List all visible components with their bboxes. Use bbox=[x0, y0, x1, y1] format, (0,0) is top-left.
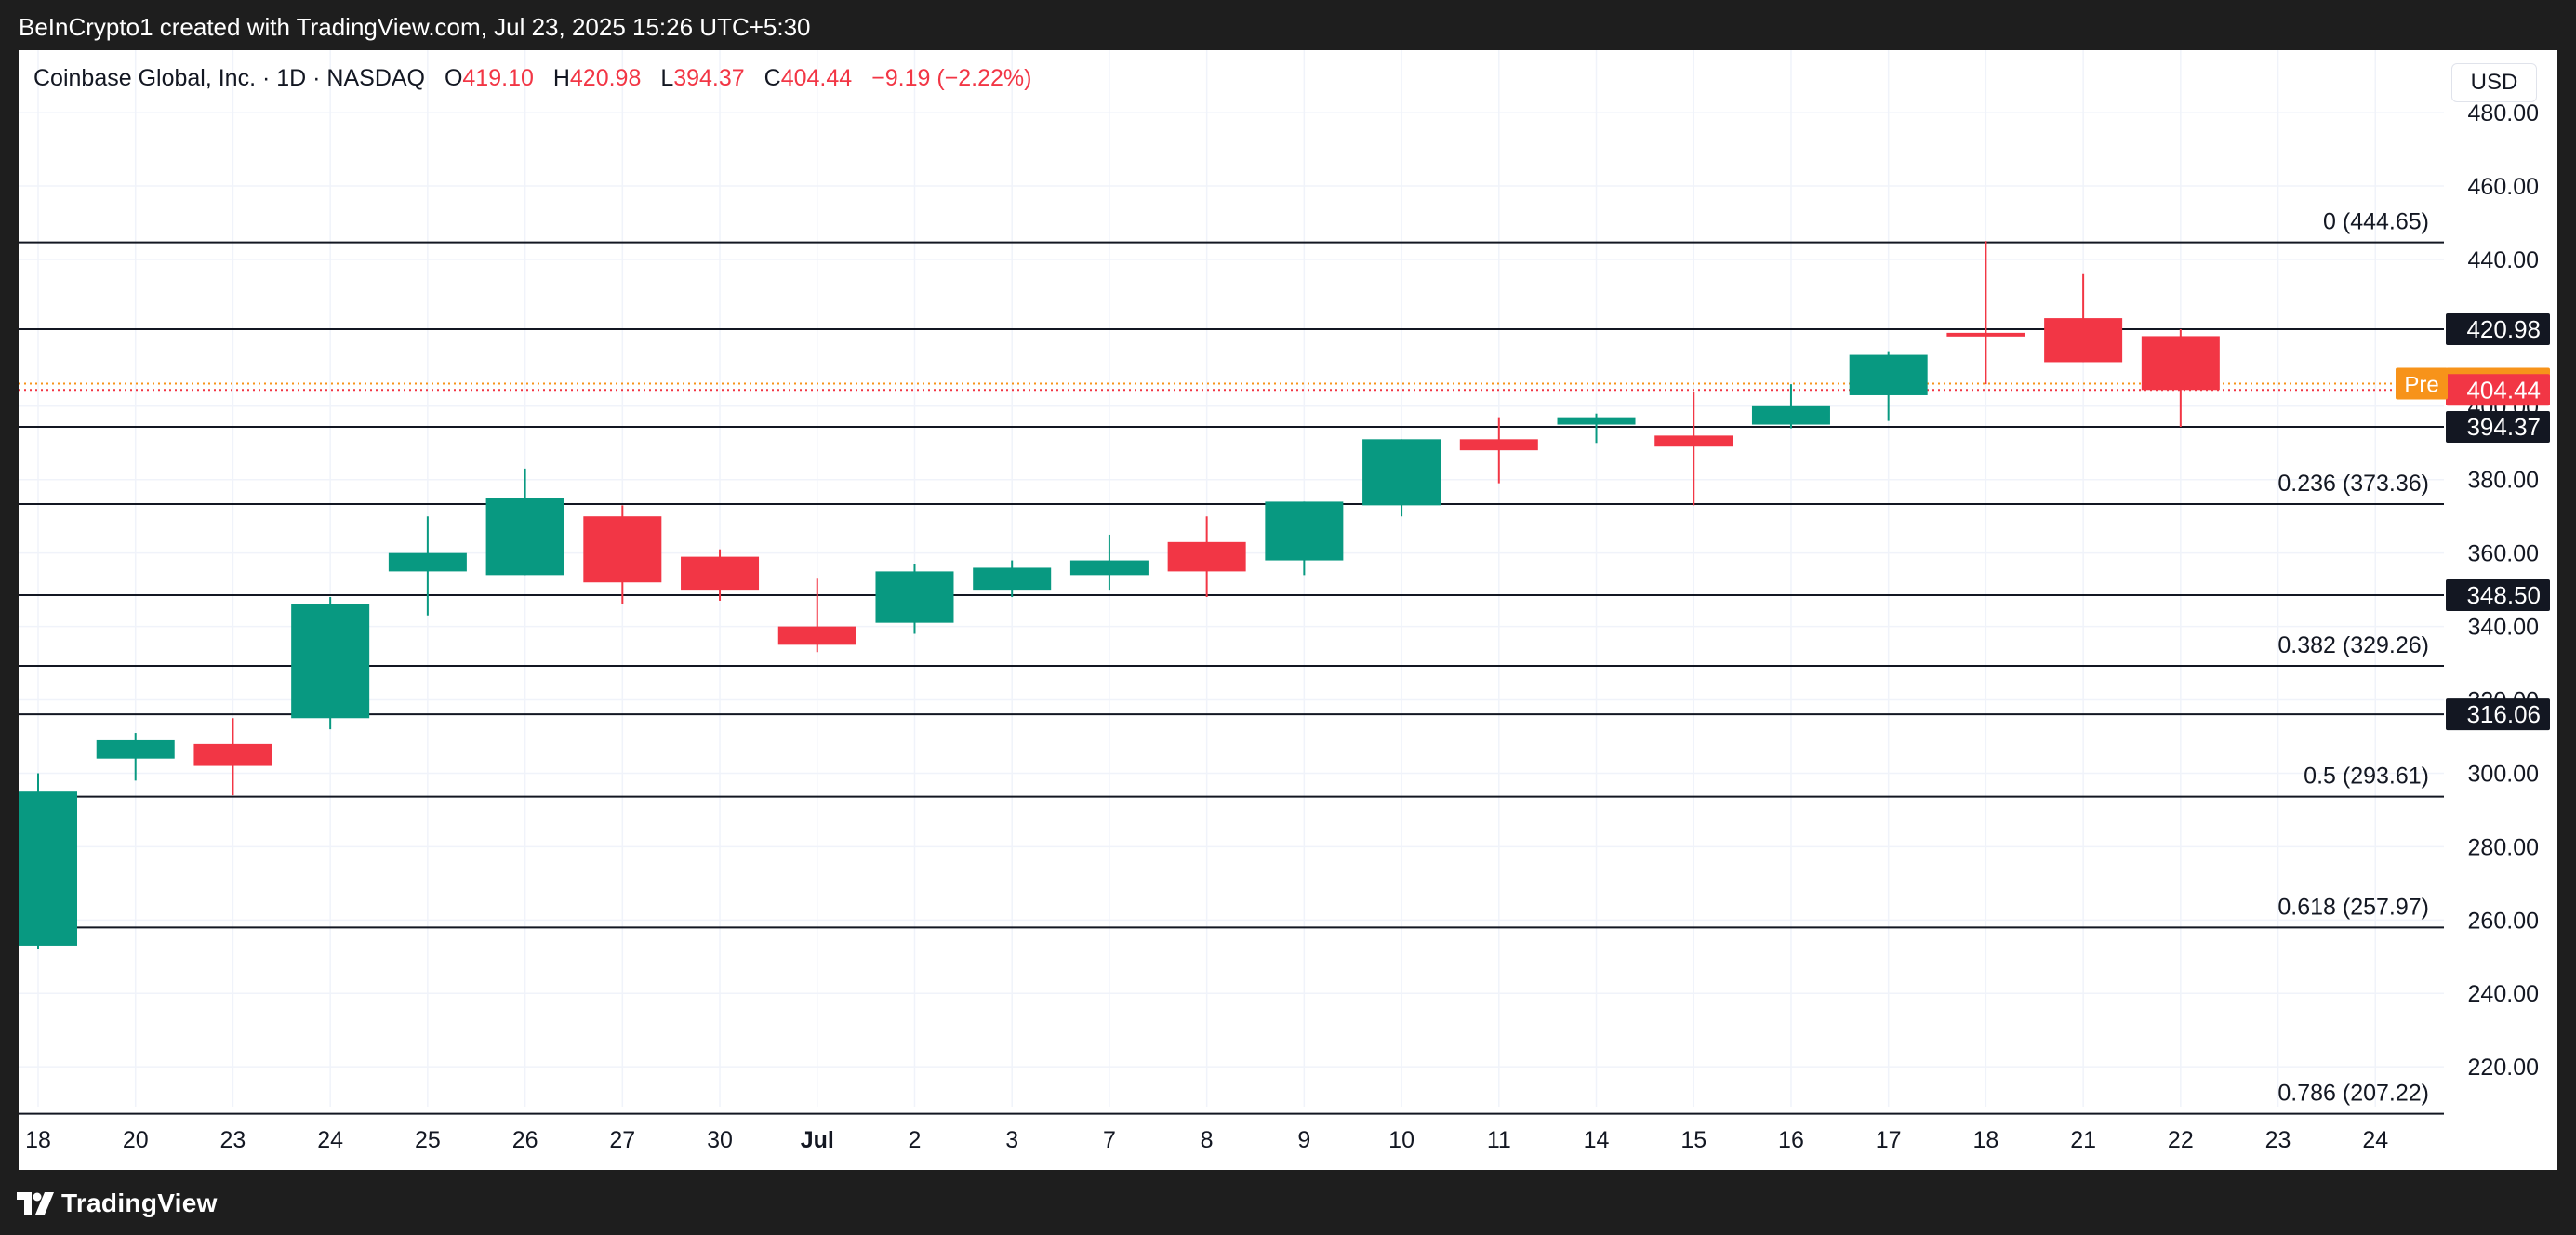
candle-body bbox=[1946, 332, 2025, 337]
x-tick-label: 27 bbox=[609, 1127, 635, 1153]
x-tick-label: 20 bbox=[123, 1127, 149, 1153]
candle-body bbox=[1557, 417, 1636, 425]
footer-bar: TradingView bbox=[0, 1170, 2576, 1235]
last-price-tag: 404.44 bbox=[2466, 376, 2541, 404]
last-price-tag-bg bbox=[2446, 374, 2550, 406]
level-price-tag-bg bbox=[2446, 698, 2550, 731]
y-tick-label: 440.00 bbox=[2468, 247, 2539, 273]
x-tick-label: 24 bbox=[317, 1127, 343, 1153]
high-label: H bbox=[552, 65, 570, 91]
attribution-text: BeInCrypto1 created with TradingView.com… bbox=[19, 13, 811, 41]
candle-body bbox=[485, 498, 564, 576]
candle-body bbox=[388, 552, 467, 572]
level-price-tag-bg bbox=[2446, 411, 2550, 444]
close-label: C bbox=[764, 65, 781, 91]
open-value: 419.10 bbox=[462, 65, 534, 91]
x-tick-label: 24 bbox=[2362, 1127, 2388, 1153]
candle-body bbox=[1751, 405, 1830, 425]
x-tick-label: 9 bbox=[1297, 1127, 1310, 1153]
x-tick-label: 16 bbox=[1778, 1127, 1804, 1153]
price-chart[interactable]: 0 (444.65) 0.236 (373.36) 0.382 (329.26) 0.… bbox=[19, 50, 2557, 1170]
candle-body bbox=[19, 791, 77, 946]
open-label: O bbox=[444, 65, 463, 91]
fib-label: 0.5 (293.61) bbox=[2304, 764, 2429, 790]
candle-body bbox=[2141, 336, 2220, 391]
x-tick-label: 3 bbox=[1005, 1127, 1018, 1153]
x-tick-label: 30 bbox=[707, 1127, 733, 1153]
candle-body bbox=[291, 604, 370, 719]
candle-body bbox=[2044, 318, 2123, 363]
x-tick-label: 11 bbox=[1487, 1127, 1511, 1153]
x-tick-label: 18 bbox=[1972, 1127, 1998, 1153]
y-tick-label: 340.00 bbox=[2468, 615, 2539, 641]
attribution-bar: BeInCrypto1 created with TradingView.com… bbox=[0, 0, 2576, 50]
chart-frame[interactable]: 0 (444.65) 0.236 (373.36) 0.382 (329.26) 0.… bbox=[19, 50, 2557, 1170]
low-label: L bbox=[660, 65, 674, 91]
x-tick-label: 25 bbox=[415, 1127, 441, 1153]
x-tick-label: 23 bbox=[2265, 1127, 2291, 1153]
y-tick-label: 380.00 bbox=[2468, 468, 2539, 494]
y-tick-label: 480.00 bbox=[2468, 100, 2539, 126]
x-tick-label: 21 bbox=[2070, 1127, 2096, 1153]
change-value: −9.19 (−2.22%) bbox=[871, 65, 1032, 91]
y-tick-label: 360.00 bbox=[2468, 541, 2539, 567]
candle-body bbox=[1654, 435, 1733, 447]
candle-body bbox=[1459, 439, 1538, 451]
x-tick-label: 23 bbox=[220, 1127, 246, 1153]
candle-body bbox=[1265, 501, 1344, 561]
currency-button[interactable]: USD bbox=[2451, 63, 2537, 102]
x-tick-label: Jul bbox=[801, 1127, 834, 1153]
x-tick-label: 26 bbox=[512, 1127, 538, 1153]
fib-label: 0.236 (373.36) bbox=[2277, 471, 2429, 497]
x-tick-label: 22 bbox=[2168, 1127, 2194, 1153]
x-tick-label: 17 bbox=[1876, 1127, 1902, 1153]
y-tick-label: 240.00 bbox=[2468, 981, 2539, 1007]
pre-badge-bg bbox=[2396, 367, 2448, 400]
tradingview-logo-icon bbox=[17, 1192, 54, 1215]
level-price-tag: 348.50 bbox=[2466, 581, 2541, 609]
fib-label: 0.382 (329.26) bbox=[2277, 632, 2429, 658]
x-tick-label: 15 bbox=[1680, 1127, 1706, 1153]
brand-text: TradingView bbox=[61, 1189, 218, 1217]
symbol-label: Coinbase Global, Inc. · 1D · NASDAQ bbox=[33, 65, 425, 91]
candle-body bbox=[1849, 354, 1928, 395]
candle-body bbox=[777, 626, 856, 645]
tradingview-logo[interactable]: TradingView bbox=[17, 1187, 218, 1220]
pre-badge: Pre bbox=[2404, 372, 2438, 397]
y-tick-label: 300.00 bbox=[2468, 761, 2539, 787]
fib-label: 0 (444.65) bbox=[2323, 209, 2429, 235]
low-value: 394.37 bbox=[673, 65, 745, 91]
y-tick-label: 460.00 bbox=[2468, 174, 2539, 200]
fib-label: 0.786 (207.22) bbox=[2277, 1081, 2429, 1107]
level-price-tag: 394.37 bbox=[2466, 413, 2541, 441]
candle-body bbox=[1167, 541, 1246, 572]
candle-body bbox=[193, 743, 272, 766]
candle-body bbox=[973, 567, 1052, 591]
candle-body bbox=[1069, 560, 1149, 576]
x-tick-label: 2 bbox=[909, 1127, 922, 1153]
level-price-tag: 316.06 bbox=[2466, 700, 2541, 728]
high-value: 420.98 bbox=[569, 65, 642, 91]
candle-body bbox=[96, 739, 175, 759]
y-tick-label: 280.00 bbox=[2468, 834, 2539, 860]
level-price-tag-bg bbox=[2446, 313, 2550, 346]
candle-body bbox=[681, 556, 760, 591]
x-tick-label: 7 bbox=[1103, 1127, 1116, 1153]
y-tick-label: 260.00 bbox=[2468, 908, 2539, 934]
candle-body bbox=[583, 516, 662, 583]
candle-body bbox=[1362, 439, 1441, 506]
x-tick-label: 14 bbox=[1584, 1127, 1610, 1153]
y-tick-label: 220.00 bbox=[2468, 1055, 2539, 1081]
candle-body bbox=[875, 571, 954, 623]
level-price-tag-bg bbox=[2446, 579, 2550, 612]
x-tick-label: 8 bbox=[1201, 1127, 1214, 1153]
x-tick-label: 18 bbox=[25, 1127, 51, 1153]
x-tick-label: 10 bbox=[1388, 1127, 1414, 1153]
close-value: 404.44 bbox=[780, 65, 853, 91]
fib-label: 0.618 (257.97) bbox=[2277, 894, 2429, 920]
ohlc-legend: Coinbase Global, Inc. · 1D · NASDAQ O419… bbox=[33, 65, 1031, 92]
level-price-tag: 420.98 bbox=[2466, 315, 2541, 343]
